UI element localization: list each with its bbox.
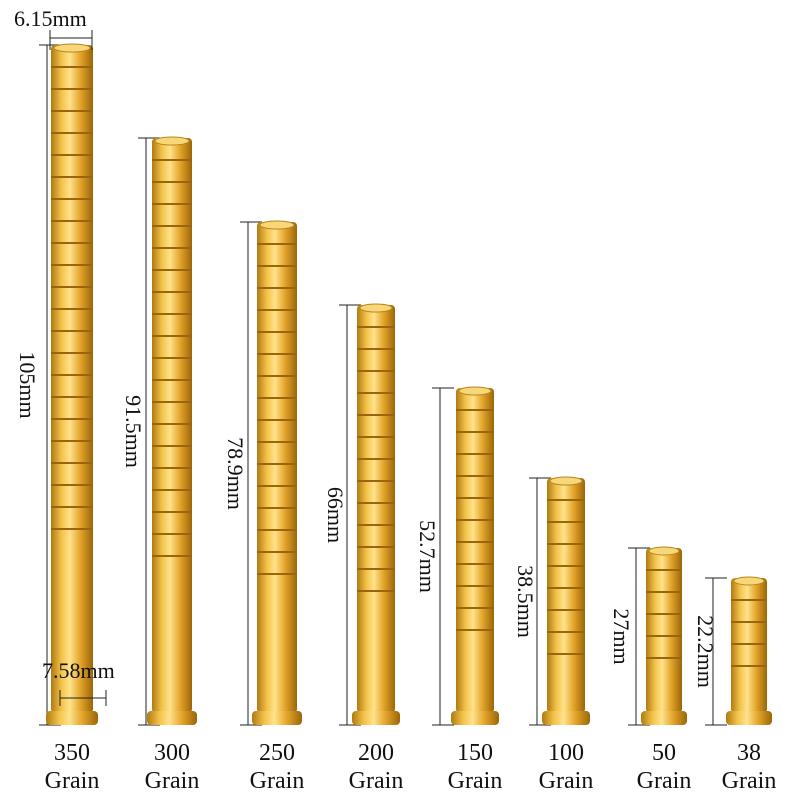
grain-unit: Grain: [448, 768, 503, 794]
rod: [731, 578, 767, 713]
grain-unit: Grain: [145, 768, 200, 794]
length-label: 38.5mm: [513, 565, 538, 638]
length-label: 52.7mm: [415, 520, 440, 593]
diameter-annotations: 6.15mm 7.58mm: [14, 6, 115, 706]
rod-top: [458, 386, 492, 396]
grain-unit: Grain: [722, 768, 777, 794]
rod: [646, 548, 682, 713]
rod: [51, 45, 93, 713]
rod-top: [53, 43, 91, 53]
rod-top: [359, 303, 393, 313]
rod: [456, 388, 494, 713]
rod-base: [641, 711, 687, 725]
rod-top: [259, 220, 295, 230]
rod-base: [46, 711, 98, 725]
bottom-diameter: 7.58mm: [42, 658, 115, 683]
grain-unit: Grain: [349, 768, 404, 794]
grain-value: 350: [54, 740, 90, 766]
grain-value: 150: [457, 740, 493, 766]
grain-value: 38: [737, 740, 761, 766]
grain-value: 250: [259, 740, 295, 766]
grain-unit: Grain: [45, 768, 100, 794]
length-label: 78.9mm: [223, 437, 248, 510]
rod-top: [733, 576, 765, 586]
length-label: 22.2mm: [693, 615, 718, 688]
rod-base: [147, 711, 197, 725]
grain-unit: Grain: [250, 768, 305, 794]
grain-value: 200: [358, 740, 394, 766]
length-label: 66mm: [323, 487, 348, 543]
rod: [357, 305, 395, 713]
rod-base: [726, 711, 772, 725]
rod: [547, 478, 585, 713]
grain-value: 300: [154, 740, 190, 766]
length-label: 91.5mm: [121, 395, 146, 468]
rod: [257, 222, 297, 713]
grain-unit: Grain: [637, 768, 692, 794]
rod-base: [451, 711, 499, 725]
rod-base: [542, 711, 590, 725]
rod-top: [648, 546, 680, 556]
rod-top: [549, 476, 583, 486]
rod-base: [352, 711, 400, 725]
rod-top: [154, 136, 190, 146]
grain-value: 50: [652, 740, 676, 766]
rod-base: [252, 711, 302, 725]
rod: [152, 138, 192, 713]
length-label: 27mm: [609, 608, 634, 664]
top-diameter: 6.15mm: [14, 6, 87, 31]
grain-unit: Grain: [539, 768, 594, 794]
length-label: 105mm: [15, 351, 40, 418]
grain-value: 100: [548, 740, 584, 766]
